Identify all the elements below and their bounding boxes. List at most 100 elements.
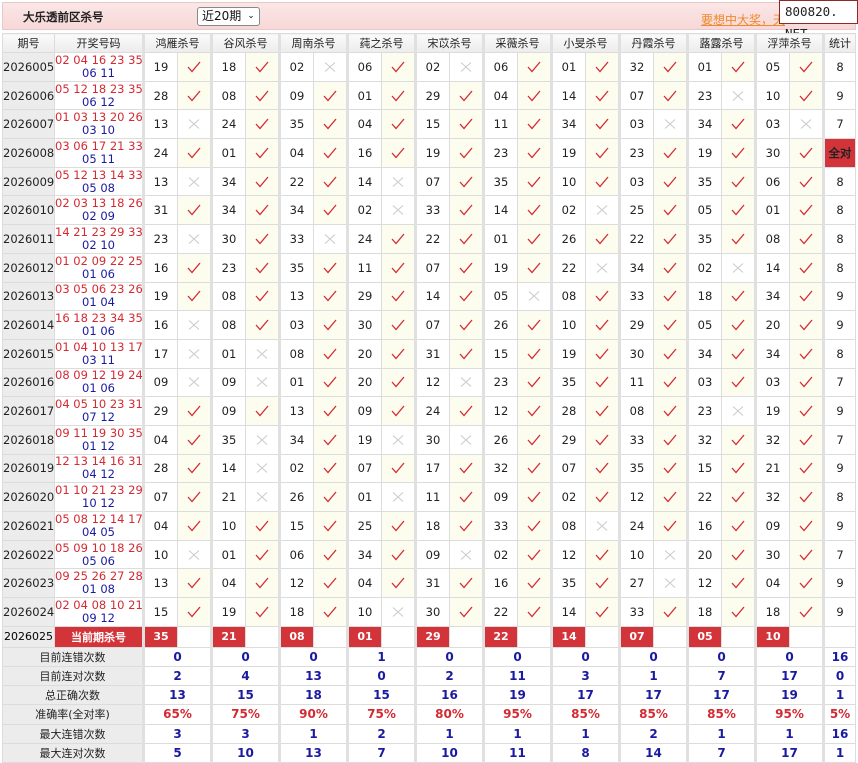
kill-number: 23 bbox=[210, 252, 246, 283]
check-icon bbox=[255, 549, 269, 561]
hit-mark bbox=[177, 195, 212, 226]
hit-mark bbox=[721, 568, 756, 599]
header-count: 统计 bbox=[822, 33, 856, 53]
cross-icon bbox=[188, 549, 200, 560]
check-icon bbox=[799, 262, 813, 274]
hit-mark bbox=[177, 281, 212, 312]
check-icon bbox=[731, 290, 745, 302]
period-select[interactable]: 近20期 ⌄ bbox=[197, 7, 260, 26]
stat-row: 目前连错次数 0 0 0 1 0 0 0 0 0 0 16 bbox=[2, 646, 856, 667]
kill-number: 19 bbox=[142, 281, 178, 312]
check-icon bbox=[799, 463, 813, 474]
check-icon bbox=[595, 405, 609, 417]
hit-mark bbox=[449, 597, 484, 627]
stat-label: 最大连错次数 bbox=[2, 723, 144, 744]
kill-number: 34 bbox=[550, 109, 586, 140]
cross-icon bbox=[392, 434, 404, 445]
table-row: 2026023 09 25 26 27 28 01 08 13 04 12 04 31 16 35… bbox=[2, 568, 856, 599]
kill-number: 18 bbox=[278, 597, 314, 627]
cross-icon bbox=[188, 348, 200, 359]
hit-mark bbox=[245, 224, 280, 254]
kill-number: 35 bbox=[210, 424, 246, 455]
hit-mark bbox=[585, 453, 620, 484]
check-icon bbox=[799, 520, 813, 532]
check-icon bbox=[595, 90, 609, 102]
stat-value: 1 bbox=[550, 723, 620, 744]
kill-number: 06 bbox=[278, 539, 314, 570]
hit-mark bbox=[381, 281, 416, 312]
kill-number: 23 bbox=[686, 80, 722, 111]
stat-value: 65% bbox=[142, 704, 212, 725]
header-group: 小旻杀号 bbox=[550, 33, 620, 53]
hit-mark bbox=[245, 539, 280, 570]
kill-number: 07 bbox=[414, 252, 450, 283]
cross-icon bbox=[460, 377, 472, 388]
stat-count: 1 bbox=[822, 742, 856, 763]
issue-cell: 2026008 bbox=[2, 138, 55, 168]
check-icon bbox=[799, 233, 813, 245]
kill-number: 04 bbox=[346, 109, 382, 140]
kill-number: 33 bbox=[618, 281, 654, 312]
hit-mark bbox=[653, 511, 688, 541]
check-icon bbox=[187, 491, 201, 503]
kill-number: 06 bbox=[482, 52, 518, 82]
hit-mark bbox=[381, 80, 416, 111]
back-numbers: 06 12 bbox=[82, 94, 115, 109]
back-numbers: 01 06 bbox=[82, 266, 115, 281]
promo-link[interactable]: 要想中大奖，天 bbox=[701, 13, 786, 27]
check-icon bbox=[527, 434, 541, 446]
count-cell: 7 bbox=[822, 109, 856, 140]
stat-value: 11 bbox=[482, 665, 552, 687]
stat-value: 0 bbox=[482, 646, 552, 667]
hit-mark bbox=[313, 338, 348, 369]
miss-mark bbox=[721, 252, 756, 283]
kill-number: 14 bbox=[346, 166, 382, 197]
front-numbers: 05 12 18 23 35 bbox=[55, 81, 143, 96]
hit-mark bbox=[653, 597, 688, 627]
kill-number: 02 bbox=[414, 52, 450, 82]
kill-number: 04 bbox=[210, 568, 246, 599]
hit-mark bbox=[381, 568, 416, 599]
check-icon bbox=[527, 90, 541, 102]
kill-number: 23 bbox=[482, 138, 518, 168]
check-icon bbox=[731, 463, 745, 474]
count-cell: 8 bbox=[822, 338, 856, 369]
kill-number: 22 bbox=[278, 166, 314, 197]
check-icon bbox=[799, 204, 813, 216]
kill-number: 12 bbox=[278, 568, 314, 599]
hit-mark bbox=[721, 195, 756, 226]
table-row: 2026009 05 12 13 14 33 05 08 13 34 22 14 07 35 10… bbox=[2, 166, 856, 197]
hit-mark bbox=[449, 166, 484, 197]
kill-number: 35 bbox=[278, 252, 314, 283]
hit-mark bbox=[585, 338, 620, 369]
stat-value: 85% bbox=[550, 704, 620, 725]
kill-number: 13 bbox=[142, 568, 178, 599]
current-kill-number: 07 bbox=[618, 625, 654, 648]
check-icon bbox=[459, 319, 473, 331]
miss-mark bbox=[177, 539, 212, 570]
kill-number: 33 bbox=[618, 597, 654, 627]
hit-mark bbox=[585, 424, 620, 455]
kill-number: 01 bbox=[210, 138, 246, 168]
kill-number: 23 bbox=[618, 138, 654, 168]
check-icon bbox=[663, 262, 677, 274]
kill-number: 03 bbox=[754, 109, 790, 140]
kill-number: 19 bbox=[142, 52, 178, 82]
miss-mark bbox=[449, 539, 484, 570]
kill-number: 31 bbox=[414, 338, 450, 369]
check-icon bbox=[663, 376, 677, 388]
issue-cell: 2026023 bbox=[2, 568, 55, 599]
check-icon bbox=[799, 176, 813, 188]
kill-number: 08 bbox=[210, 281, 246, 312]
check-icon bbox=[459, 405, 473, 417]
check-icon bbox=[527, 577, 541, 589]
stat-value: 0 bbox=[210, 646, 280, 667]
kill-number: 15 bbox=[414, 109, 450, 140]
stat-row: 最大连对次数 5 10 13 7 10 11 8 14 7 17 1 bbox=[2, 742, 856, 763]
check-icon bbox=[187, 606, 201, 618]
current-kill-number: 10 bbox=[754, 625, 790, 648]
table-row: 2026007 01 03 13 20 26 03 10 13 24 35 04 15 11 34… bbox=[2, 109, 856, 140]
draw-cell: 05 12 13 14 33 05 08 bbox=[54, 166, 144, 197]
draw-cell: 05 08 12 14 17 04 05 bbox=[54, 511, 144, 541]
kill-number: 08 bbox=[278, 338, 314, 369]
